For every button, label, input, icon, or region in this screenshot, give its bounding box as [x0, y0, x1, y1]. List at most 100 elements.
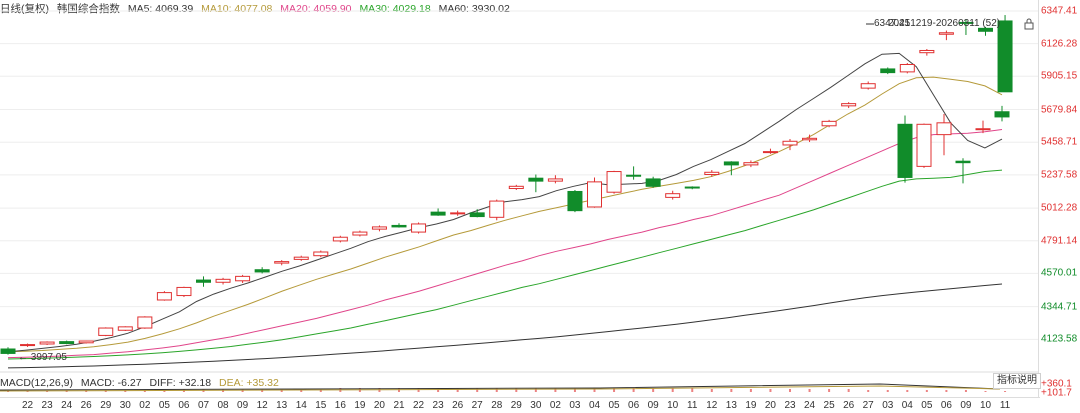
x-tick-label: 02	[139, 400, 151, 411]
x-tick-label: 30	[119, 400, 131, 411]
ma30-label: MA30: 4029.18	[359, 3, 431, 15]
macd-bar	[554, 388, 557, 392]
x-tick-label: 23	[784, 400, 796, 411]
ma5-line	[7, 52, 1003, 353]
candle-body	[430, 211, 446, 216]
candle-body	[528, 177, 544, 182]
candle-body	[293, 256, 309, 260]
candle-body	[313, 251, 329, 257]
x-tick-label: 09	[960, 400, 972, 411]
x-tick-label: 21	[393, 400, 405, 411]
macd-bar	[886, 390, 889, 392]
x-tick-label: 05	[608, 400, 620, 411]
candle-body	[371, 226, 387, 230]
x-tick-label: 06	[940, 400, 952, 411]
x-tick-label: 28	[491, 400, 503, 411]
candle-body	[59, 341, 75, 345]
y-axis-line	[1038, 0, 1039, 397]
candle-body	[936, 122, 952, 136]
macd-bar	[925, 390, 928, 392]
x-tick-label: 25	[823, 400, 835, 411]
candle-body	[391, 224, 407, 228]
candle-body	[955, 160, 971, 164]
candle-body	[916, 123, 932, 167]
x-tick-label: 14	[295, 400, 307, 411]
candle-body	[897, 123, 913, 178]
x-tick-label: 19	[745, 400, 757, 411]
x-tick-label: 09	[647, 400, 659, 411]
y-tick-label: 5679.84	[1041, 104, 1078, 116]
candle-body	[958, 21, 974, 24]
x-tick-label: 12	[256, 400, 268, 411]
index-name: 韩国综合指数	[56, 3, 120, 15]
x-tick-label: 10	[979, 400, 992, 411]
candle-body	[469, 212, 485, 218]
range-label: 20251219-20260311 (52)	[888, 18, 1001, 29]
x-tick-label: 11	[687, 400, 698, 411]
candle-body	[411, 223, 427, 233]
candle-body	[156, 292, 172, 301]
macd-bar	[495, 388, 498, 392]
candle-body	[98, 327, 114, 336]
candle-body	[352, 231, 368, 236]
candle-body	[704, 171, 720, 175]
candlestick-chart[interactable]	[0, 0, 1038, 397]
candle-body	[975, 128, 991, 131]
candle-body	[215, 278, 231, 283]
candle-body	[508, 185, 524, 190]
macd-bar	[691, 388, 694, 392]
candle-body	[880, 68, 896, 74]
x-tick-label: 06	[178, 400, 190, 411]
macd-bar	[671, 388, 674, 392]
x-axis: 19 22 23 24 26 29 30 02 05 06 07 08 09 12 13 14 15 16 19 20…	[0, 397, 1040, 413]
x-tick-label: 03	[569, 400, 581, 411]
macd-value: MACD: -6.27	[80, 377, 142, 389]
macd-bar	[749, 389, 752, 392]
macd-bar	[847, 389, 850, 392]
macd-bar	[652, 388, 655, 392]
indicator-help-button[interactable]: 指标说明	[993, 373, 1041, 389]
x-tick-label: 16	[334, 400, 346, 411]
x-tick-label: 23	[41, 400, 53, 411]
ma20-line	[7, 129, 1003, 359]
y-tick-label: 5458.71	[1041, 136, 1078, 148]
x-tick-label: 27	[471, 400, 483, 411]
macd-bar	[710, 389, 713, 392]
macd-bar	[476, 388, 479, 392]
candle-body	[39, 341, 55, 345]
candle-body	[587, 181, 602, 208]
x-tick-label: 22	[21, 400, 34, 411]
x-tick-label: 04	[901, 400, 913, 411]
chart-title: 日线(复权)	[0, 3, 49, 15]
x-tick-label: 27	[862, 400, 874, 411]
diff-line	[0, 383, 1001, 391]
x-tick-label: 19	[354, 400, 366, 411]
y-tick-label: 4791.14	[1041, 235, 1078, 247]
macd-bar	[7, 391, 9, 392]
macd-bar	[1004, 391, 1007, 392]
macd-bar	[456, 388, 459, 392]
macd-bar	[515, 388, 518, 392]
low-label: ← 3997.05	[18, 352, 67, 363]
candle-body	[762, 151, 778, 154]
low-label-value: 3997.05	[30, 352, 67, 363]
y-tick-label: 6126.28	[1041, 38, 1078, 50]
candle-body	[235, 275, 251, 282]
x-tick-label: 22	[412, 400, 425, 411]
macd-bar	[163, 390, 166, 392]
macd-bar	[300, 389, 303, 392]
x-tick-label: 30	[530, 400, 542, 411]
candle-body	[919, 49, 935, 54]
lock-icon[interactable]	[1024, 18, 1034, 30]
macd-bar	[808, 389, 811, 392]
candle-body	[684, 186, 700, 189]
candle-body	[938, 32, 954, 35]
macd-bar	[46, 391, 49, 392]
macd-bar	[632, 388, 635, 392]
candle-body	[0, 348, 16, 354]
candle-body	[196, 279, 211, 283]
dea-value: DEA: +35.32	[218, 377, 279, 389]
candle-body	[117, 326, 133, 331]
x-tick-label: 05	[921, 400, 933, 411]
y-tick-label: 5237.58	[1041, 169, 1078, 181]
